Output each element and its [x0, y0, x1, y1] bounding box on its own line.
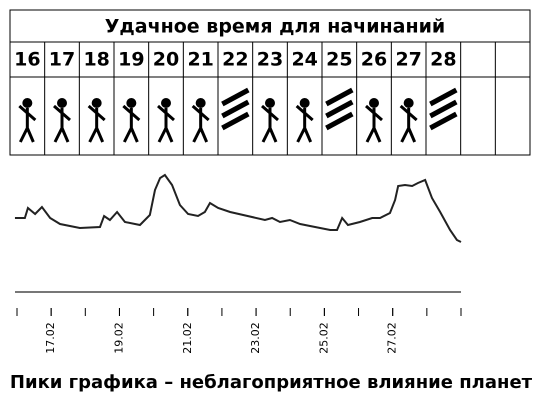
figure-head	[91, 98, 102, 108]
figure-body	[261, 104, 279, 143]
figure-body	[399, 104, 418, 143]
day-number: 23	[257, 49, 283, 71]
figure-body	[191, 104, 210, 143]
figure-icon	[122, 98, 141, 143]
figure-head	[57, 98, 67, 108]
figure-body	[365, 104, 383, 143]
stripe-icon	[221, 111, 250, 131]
figure-head	[161, 98, 171, 108]
x-tick-label: 17.02	[44, 322, 57, 354]
stripe-icon	[429, 111, 458, 131]
figure-body	[18, 104, 37, 143]
figure-head	[126, 98, 137, 108]
day-number: 28	[430, 49, 456, 71]
figure-icon	[191, 98, 210, 143]
stripe-icon	[221, 99, 250, 119]
caption: Пики графика – неблагоприятное влияние п…	[10, 372, 533, 393]
stripe-icon	[325, 87, 354, 107]
stripe-icon	[429, 99, 458, 119]
day-number: 25	[326, 49, 352, 71]
figure-icon	[399, 98, 418, 143]
x-tick-label: 25.02	[317, 322, 330, 354]
data-line	[14, 173, 462, 243]
figure-icon	[157, 98, 175, 143]
day-number: 24	[291, 49, 317, 71]
day-number: 18	[83, 49, 109, 71]
stripe-icon	[325, 99, 354, 119]
figure-icon	[18, 98, 37, 143]
day-number: 17	[49, 49, 75, 71]
day-number: 19	[118, 49, 144, 71]
day-number: 21	[187, 49, 213, 71]
figure-head	[299, 98, 310, 108]
x-tick-label: 27.02	[386, 322, 399, 354]
figure-body	[53, 104, 71, 143]
figure-head	[22, 98, 33, 108]
figure-icon	[87, 98, 106, 143]
stripe-icon	[429, 87, 458, 107]
figure-body	[157, 104, 175, 143]
day-number: 16	[14, 49, 40, 71]
x-tick-label: 19.02	[112, 322, 125, 354]
table-title: Удачное время для начинаний	[105, 16, 445, 38]
day-number: 22	[222, 49, 248, 71]
stripe-icon	[325, 111, 354, 131]
figure-icon	[295, 98, 314, 143]
figure-body	[295, 104, 314, 143]
figure-body	[87, 104, 106, 143]
x-tick-label: 21.02	[181, 322, 194, 354]
stripe-icon	[221, 87, 250, 107]
figure-head	[369, 98, 379, 108]
x-tick-label: 23.02	[249, 322, 262, 354]
figure-head	[403, 98, 414, 108]
day-number: 26	[361, 49, 387, 71]
figure-head	[265, 98, 275, 108]
table-frame	[9, 9, 531, 156]
day-number: 27	[395, 49, 421, 71]
day-number: 20	[153, 49, 179, 71]
figure-head	[195, 98, 206, 108]
figure-icon	[53, 98, 71, 143]
figure-body	[122, 104, 141, 143]
figure-icon	[261, 98, 279, 143]
figure-icon	[365, 98, 383, 143]
